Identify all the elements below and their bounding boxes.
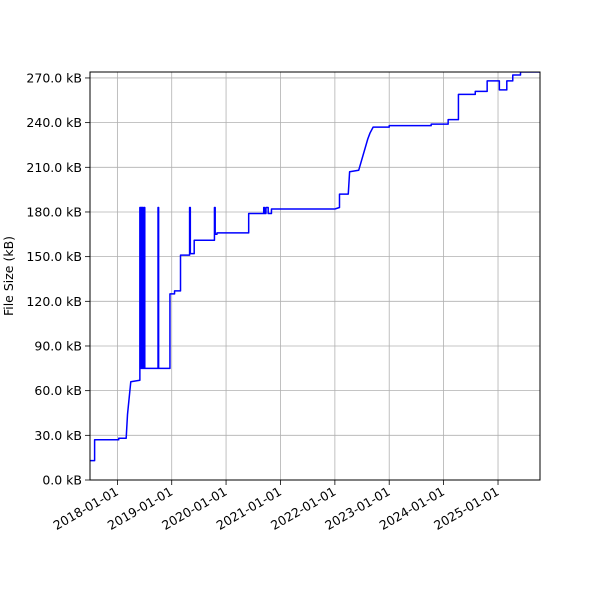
y-tick-label: 150.0 kB bbox=[26, 249, 82, 264]
y-tick-label: 0.0 kB bbox=[42, 473, 82, 488]
plot-frame bbox=[89, 71, 541, 481]
series-line-0 bbox=[90, 72, 540, 462]
y-axis-label: File Size (kB) bbox=[1, 236, 16, 316]
x-axis: 2018-01-012019-01-012020-01-012021-01-01… bbox=[50, 480, 502, 533]
y-tick-label: 270.0 kB bbox=[26, 70, 82, 85]
y-tick-label: 240.0 kB bbox=[26, 115, 82, 130]
y-tick-label: 60.0 kB bbox=[34, 383, 82, 398]
grid bbox=[90, 72, 540, 481]
y-tick-label: 30.0 kB bbox=[34, 428, 82, 443]
y-tick-label: 180.0 kB bbox=[26, 204, 82, 219]
y-axis: 0.0 kB 30.0 kB 60.0 kB 90.0 kB 120.0 kB 150.0… bbox=[26, 70, 90, 488]
y-tick-label: 90.0 kB bbox=[34, 338, 82, 353]
series-layer bbox=[90, 72, 540, 462]
y-tick-label: 120.0 kB bbox=[26, 294, 82, 309]
y-tick-label: 210.0 kB bbox=[26, 160, 82, 175]
